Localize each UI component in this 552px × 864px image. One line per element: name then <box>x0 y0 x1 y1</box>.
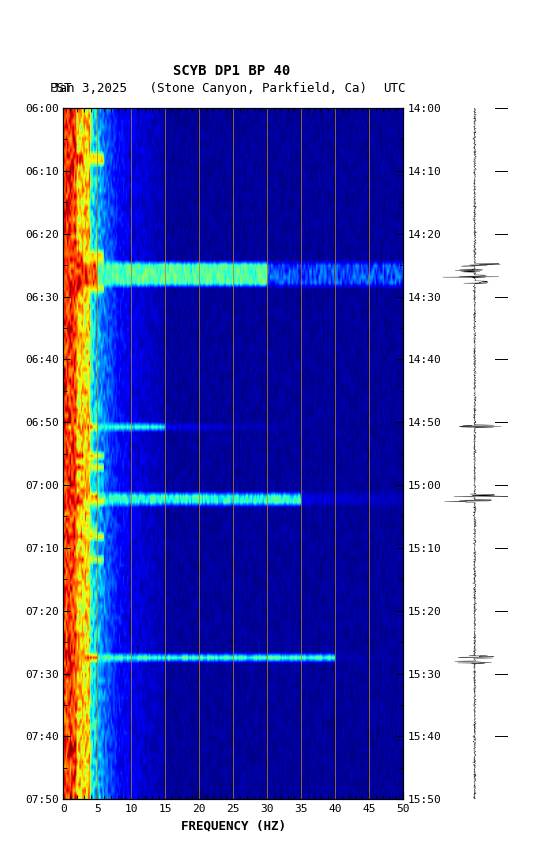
Text: PST: PST <box>50 81 72 95</box>
Text: Jan 3,2025   (Stone Canyon, Parkfield, Ca): Jan 3,2025 (Stone Canyon, Parkfield, Ca) <box>52 81 367 95</box>
Text: UTC: UTC <box>383 81 406 95</box>
X-axis label: FREQUENCY (HZ): FREQUENCY (HZ) <box>181 820 286 833</box>
Text: SCYB DP1 BP 40: SCYB DP1 BP 40 <box>173 64 290 78</box>
